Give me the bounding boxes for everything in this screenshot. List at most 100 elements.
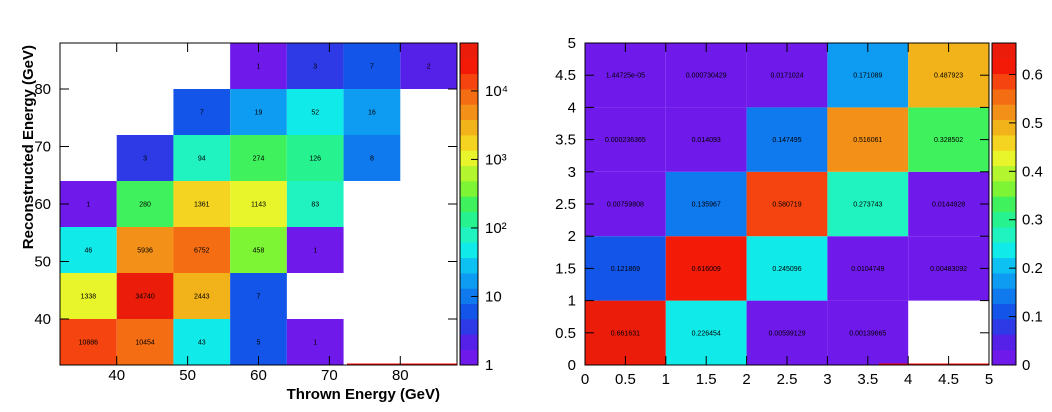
x-axis: 0 0.5 1 1.5 2 2.5 3 3.5 4 4.5 5 [581,43,993,388]
heatmap-cell [908,236,989,301]
cell-value-label: 280 [139,202,151,209]
heatmap-cell [585,236,666,301]
heatmap-cell [230,89,287,135]
cell-value-label: 1338 [81,294,97,301]
cell-value-label: 0.0171024 [770,73,803,80]
y-tick-label: 60 [34,196,51,213]
color-scale-label: 0.4 [1022,163,1043,180]
color-scale-step [992,257,1016,274]
color-scale-label: 10³ [485,151,507,168]
color-scale-step [460,43,478,59]
color-scale-step [992,242,1016,259]
heatmap-cell [173,273,231,319]
cell-value-label: 1 [313,340,317,347]
cell-value-label: 126 [309,156,321,163]
cell-value-label: 1.44725e-05 [606,73,645,80]
cell-value-label: 7 [257,294,261,301]
heatmap-cell [343,135,401,181]
heatmap-cell [908,107,989,172]
color-scale-step [460,196,478,213]
cell-value-label: 1 [86,202,90,209]
heatmap-cell [827,171,909,237]
heatmap-cell [585,107,666,172]
cell-value-label: 8 [370,156,374,163]
heatmap-cell [665,43,747,108]
cell-value-label: 0.273743 [853,202,882,209]
cell-value-label: 0.000236365 [605,137,646,144]
y-tick-label: 4 [568,99,576,116]
x-tick-label: 70 [321,367,338,384]
cell-value-label: 10454 [135,340,155,347]
x-tick-label: 0.5 [615,371,636,388]
color-scale-step [460,242,478,259]
cell-value-label: 1 [257,64,261,71]
heatmap-cell [60,273,117,319]
cell-value-label: 0.328502 [934,137,963,144]
heatmap-cell [665,300,747,365]
y-tick-label: 2 [568,228,576,245]
heatmap-cell [286,319,344,365]
y-tick-label: 3 [568,164,576,181]
color-scale-step [460,303,478,320]
color-scale-step [460,334,478,351]
heatmap-cell [908,43,989,108]
color-scale-frame [991,42,1017,366]
y-tick-label: 5 [568,35,576,52]
cell-value-label: 0.00483092 [930,266,967,273]
color-scale-step [992,227,1016,243]
x-tick-label: 2 [742,371,750,388]
heatmap-cell [173,135,231,181]
heatmap-cell [116,135,174,181]
color-scale-step [460,104,478,121]
color-scale-bar: 1 10 10² 10³ 10⁴ [459,42,508,374]
color-scale-step [992,303,1016,320]
heatmap-cell [286,227,344,273]
color-scale-step [992,349,1016,366]
heatmap-cell [665,236,747,301]
heatmap-cells: 0.661631 0.226454 0.00599129 0.00139665 0.12… [585,43,989,365]
cell-value-label: 5936 [137,248,153,255]
heatmap-cell [908,171,989,237]
cell-value-label: 43 [198,340,206,347]
heatmap-cell [585,43,666,108]
cell-value-label: 0.0104749 [851,266,884,273]
energy-migration-matrix: 0.661631 0.226454 0.00599129 0.001396650.12… [555,35,1043,388]
cell-value-label: 46 [84,248,92,255]
color-scale-step [460,211,478,228]
x-tick-label: 1.5 [696,371,717,388]
cell-value-label: 3 [313,64,317,71]
cell-value-label: 2443 [194,294,210,301]
color-scale-step [460,89,478,105]
x-tick-label: 40 [108,367,125,384]
y-tick-label: 0.5 [555,325,576,342]
color-scale-frame [459,42,479,366]
x-tick-label: 1 [662,371,670,388]
heatmap-cell [343,43,401,89]
cell-value-label: 0.171089 [853,73,882,80]
cell-value-label: 0.000730429 [686,73,727,80]
y-tick-label: 0 [568,357,576,374]
y-tick-label: 1 [568,293,576,310]
heatmap-cell [230,273,287,319]
color-scale-step [460,150,478,167]
cell-value-label: 0.516061 [853,137,882,144]
color-scale-step [460,349,478,366]
heatmap-cell [286,181,344,227]
color-scale-step [992,319,1016,335]
color-scale-label: 10² [485,220,507,237]
color-scale-step [992,165,1016,182]
color-scale-step [992,196,1016,213]
color-scale-label: 10⁴ [485,83,508,100]
x-axis: 40 50 60 70 80 [108,43,409,384]
cell-value-label: 0.00599129 [769,330,806,337]
cell-value-label: 1361 [194,202,210,209]
color-scale-label: 0.2 [1022,260,1043,277]
cell-value-label: 0.580719 [772,202,801,209]
color-scale-step [992,104,1016,121]
heatmap-cell [116,181,174,227]
heatmap-cell [286,89,344,135]
heatmap-cell [746,236,828,301]
color-scale-step [460,257,478,274]
